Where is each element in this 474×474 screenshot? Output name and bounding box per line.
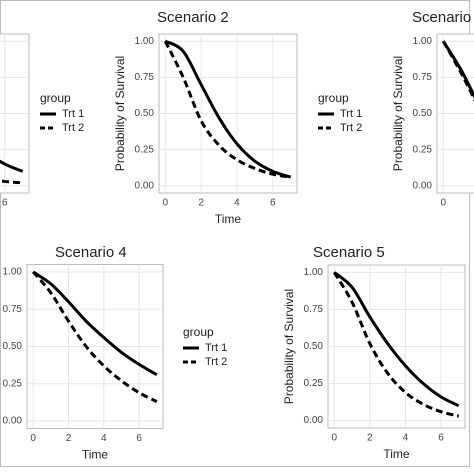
x-tick-label: 6 <box>136 433 142 444</box>
y-tick-label: 0.25 <box>3 378 23 389</box>
survival-curve <box>32 270 158 377</box>
y-tick-label: 0.25 <box>135 144 155 155</box>
x-tick-label: 0 <box>440 198 446 209</box>
x-tick-label: 0 <box>331 433 337 444</box>
survival-curve <box>333 271 460 408</box>
legend-label: Trt 1 <box>340 108 362 120</box>
y-tick-label: 0.00 <box>413 180 433 191</box>
x-tick-label: 6 <box>438 433 444 444</box>
survival-curve <box>441 40 474 102</box>
y-tick-label: 0.50 <box>304 341 324 352</box>
legend-title: group <box>318 91 349 105</box>
panel-title: Scenario 2 <box>157 9 229 26</box>
y-tick-label: 0.75 <box>3 304 23 315</box>
legend-title: group <box>183 325 214 339</box>
survival-curve <box>0 179 23 185</box>
x-tick-label: 0 <box>162 198 168 209</box>
x-tick-label: 2 <box>198 198 204 209</box>
x-tick-label: 4 <box>101 433 107 444</box>
y-tick-label: 0.75 <box>413 72 433 83</box>
x-axis-label: Time <box>215 212 242 226</box>
x-tick-label: 4 <box>234 198 240 209</box>
y-tick-label: 0.00 <box>304 415 324 426</box>
y-tick-label: 0.75 <box>135 72 155 83</box>
survival-curve <box>0 159 24 173</box>
y-tick-label: 1.00 <box>135 36 155 47</box>
x-tick-label: 0 <box>30 433 36 444</box>
y-tick-label: 0.25 <box>304 378 324 389</box>
y-tick-label: 1.00 <box>304 267 324 278</box>
legend-label: Trt 2 <box>205 356 227 368</box>
survival-curve <box>164 39 292 179</box>
survival-curve <box>332 271 460 418</box>
y-tick-label: 0.00 <box>135 180 155 191</box>
x-axis-label: Time <box>383 447 410 461</box>
y-tick-label: 1.00 <box>413 36 433 47</box>
y-tick-label: 0.75 <box>304 304 324 315</box>
panel-title: Scenario 5 <box>313 244 385 261</box>
panel-title: Scenario 4 <box>55 244 127 261</box>
panel-title: Scenario 3 <box>412 9 474 26</box>
legend-label: Trt 2 <box>62 122 84 134</box>
y-axis-label: Probability of Survival <box>391 56 405 171</box>
y-axis-label: Probability of Survival <box>282 289 296 404</box>
x-tick-label: 6 <box>2 198 8 209</box>
legend-title: group <box>40 91 71 105</box>
x-tick-label: 2 <box>66 433 72 444</box>
y-tick-label: 0.50 <box>413 108 433 119</box>
survival-curve <box>163 40 291 179</box>
frame <box>0 0 470 467</box>
y-tick-label: 0.00 <box>3 416 23 427</box>
survival-curve <box>32 270 158 404</box>
legend-label: Trt 1 <box>62 108 84 120</box>
y-tick-label: 0.25 <box>413 144 433 155</box>
x-tick-label: 4 <box>403 433 409 444</box>
x-axis-label: Time <box>82 448 109 462</box>
y-tick-label: 1.00 <box>3 267 23 278</box>
legend-label: Trt 1 <box>205 342 227 354</box>
x-tick-label: 6 <box>270 198 276 209</box>
legend-label: Trt 2 <box>340 122 362 134</box>
y-axis-label: Probability of Survival <box>113 56 127 171</box>
y-tick-label: 0.50 <box>3 341 23 352</box>
x-tick-label: 2 <box>367 433 373 444</box>
y-tick-label: 0.50 <box>135 108 155 119</box>
